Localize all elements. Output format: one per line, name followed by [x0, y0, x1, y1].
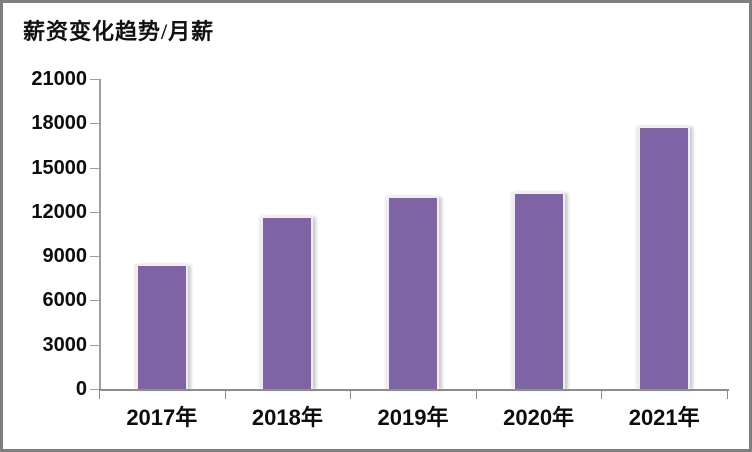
y-tick-label: 12000	[31, 200, 87, 223]
y-tick-label: 3000	[42, 333, 88, 356]
x-tick-mark	[224, 391, 226, 399]
y-tick-mark	[90, 389, 99, 390]
x-tick-mark	[350, 391, 352, 399]
y-tick-mark	[90, 344, 99, 346]
x-tick-mark	[475, 391, 477, 399]
category-label: 2018年	[251, 405, 323, 430]
bar-2017年	[135, 264, 188, 389]
x-tick-mark	[601, 391, 603, 399]
y-tick-label: 6000	[42, 289, 88, 312]
y-tick-label: 15000	[31, 156, 87, 179]
y-tick-mark	[90, 79, 99, 80]
y-tick-mark	[90, 256, 99, 258]
y-tick-label: 0	[75, 378, 87, 400]
bar-2019年	[387, 196, 439, 389]
y-tick-label: 9000	[42, 245, 88, 268]
y-tick-label: 18000	[31, 112, 87, 135]
chart-title: 薪资变化趋势/月薪	[23, 19, 215, 44]
category-label: 2021年	[628, 405, 700, 430]
x-axis-line	[99, 389, 729, 391]
category-label: 2019年	[377, 405, 449, 430]
bar-2021年	[638, 125, 691, 389]
x-tick-mark	[727, 391, 728, 399]
plot-area: 0 3000 6000 9000 12000 15000 18000 21000 2017年 2…	[3, 3, 749, 449]
y-tick-mark	[90, 300, 99, 302]
y-tick-mark	[90, 123, 99, 125]
bar-2020年	[512, 191, 565, 389]
y-tick-mark	[90, 167, 99, 169]
bar-2018年	[261, 215, 314, 389]
y-tick-label: 21000	[31, 68, 87, 90]
category-label: 2020年	[503, 405, 575, 430]
y-tick-mark	[90, 211, 99, 213]
category-label: 2017年	[126, 405, 198, 430]
x-tick-mark	[99, 391, 100, 399]
y-axis-line	[99, 79, 101, 391]
